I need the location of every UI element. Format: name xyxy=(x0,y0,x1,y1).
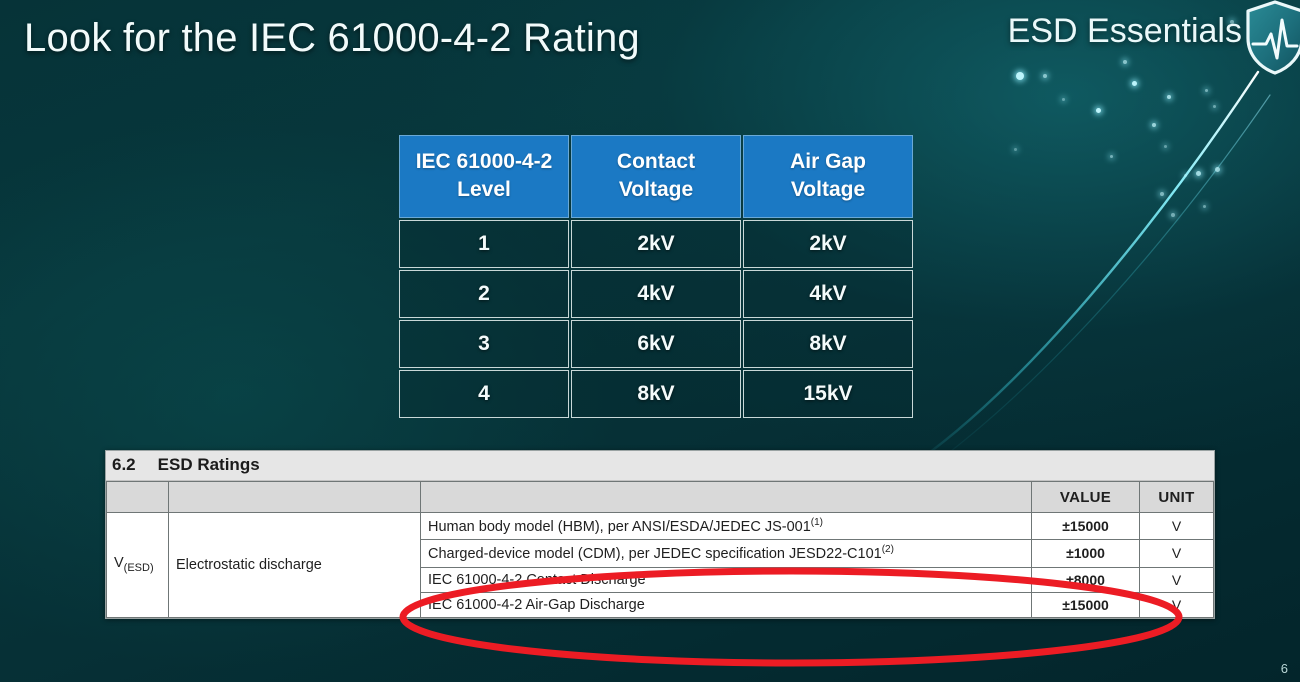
particle-dot xyxy=(1215,167,1220,172)
cell-airgap: 8kV xyxy=(743,320,913,369)
particle-dot xyxy=(1184,174,1187,177)
particle-dot xyxy=(1110,155,1113,158)
table-header-row: VALUE UNIT xyxy=(106,481,1214,513)
particle-dot xyxy=(1160,192,1164,196)
cell-contact: 8kV xyxy=(571,370,741,419)
cell-description: IEC 61000-4-2 Air-Gap Discharge xyxy=(420,591,1032,618)
table-row: V(ESD) Electrostatic discharge Human bod… xyxy=(106,512,1214,618)
cell-unit: V xyxy=(1139,512,1214,540)
column-header-contact-voltage: Contact Voltage xyxy=(571,135,741,219)
particle-dot xyxy=(1203,205,1206,208)
cell-value: ±15000 xyxy=(1031,591,1140,618)
cell-symbol: V(ESD) xyxy=(106,512,169,618)
column-header-air-gap-voltage: Air Gap Voltage xyxy=(743,135,913,219)
table-row: 1 2kV 2kV xyxy=(399,220,913,269)
particle-dot xyxy=(1213,105,1216,108)
cell-description: Human body model (HBM), per ANSI/ESDA/JE… xyxy=(420,512,1032,540)
particle-dot xyxy=(1016,72,1024,80)
cell-description: IEC 61000-4-2 Contact Discharge xyxy=(420,566,1032,593)
esd-ratings-table: VALUE UNIT V(ESD) Electrostatic discharg… xyxy=(106,481,1214,618)
column-header-value: VALUE xyxy=(1031,481,1140,513)
table-row: 2 4kV 4kV xyxy=(399,270,913,319)
iec-level-table: IEC 61000-4-2 Level Contact Voltage Air … xyxy=(397,133,915,420)
cell-contact: 6kV xyxy=(571,320,741,369)
particle-dot xyxy=(1196,171,1201,176)
particle-dot xyxy=(1132,81,1137,86)
page-title: Look for the IEC 61000-4-2 Rating xyxy=(24,16,640,60)
particle-dot xyxy=(1062,98,1065,101)
shield-pulse-logo-icon xyxy=(1246,0,1300,75)
brand-label: ESD Essentials xyxy=(1007,12,1242,50)
table-row: 4 8kV 15kV xyxy=(399,370,913,419)
column-header-blank-3 xyxy=(420,481,1032,513)
particle-dot xyxy=(1123,60,1127,64)
column-header-level: IEC 61000-4-2 Level xyxy=(399,135,569,219)
particle-dot xyxy=(1171,213,1175,217)
column-header-blank-2 xyxy=(168,481,421,513)
table-header-row: IEC 61000-4-2 Level Contact Voltage Air … xyxy=(399,135,913,219)
cell-level: 2 xyxy=(399,270,569,319)
particle-dot xyxy=(1043,74,1047,78)
particle-dot xyxy=(1205,89,1208,92)
particle-dot xyxy=(1164,145,1167,148)
column-header-blank-1 xyxy=(106,481,169,513)
particle-dot xyxy=(1014,148,1017,151)
section-number: 6.2 xyxy=(112,455,136,474)
cell-unit: V xyxy=(1139,591,1214,618)
cell-value: ±15000 xyxy=(1031,512,1140,540)
cell-level: 1 xyxy=(399,220,569,269)
cell-contact: 4kV xyxy=(571,270,741,319)
table-row: 3 6kV 8kV xyxy=(399,320,913,369)
cell-airgap: 15kV xyxy=(743,370,913,419)
cell-value: ±1000 xyxy=(1031,538,1140,568)
cell-airgap: 4kV xyxy=(743,270,913,319)
cell-level: 4 xyxy=(399,370,569,419)
cell-unit: V xyxy=(1139,566,1214,593)
column-header-unit: UNIT xyxy=(1139,481,1214,513)
cell-contact: 2kV xyxy=(571,220,741,269)
particle-dot xyxy=(1167,95,1171,99)
page-number: 6 xyxy=(1280,661,1288,676)
cell-value: ±8000 xyxy=(1031,566,1140,593)
cell-airgap: 2kV xyxy=(743,220,913,269)
datasheet-section-heading: 6.2 ESD Ratings xyxy=(106,451,1214,481)
particle-dot xyxy=(1096,108,1101,113)
cell-level: 3 xyxy=(399,320,569,369)
section-title: ESD Ratings xyxy=(157,455,260,474)
datasheet-excerpt: 6.2 ESD Ratings VALUE UNIT V(ESD) xyxy=(105,450,1215,619)
particle-dot xyxy=(1152,123,1156,127)
cell-description: Charged-device model (CDM), per JEDEC sp… xyxy=(420,538,1032,568)
cell-parameter: Electrostatic discharge xyxy=(168,512,421,618)
cell-unit: V xyxy=(1139,538,1214,568)
